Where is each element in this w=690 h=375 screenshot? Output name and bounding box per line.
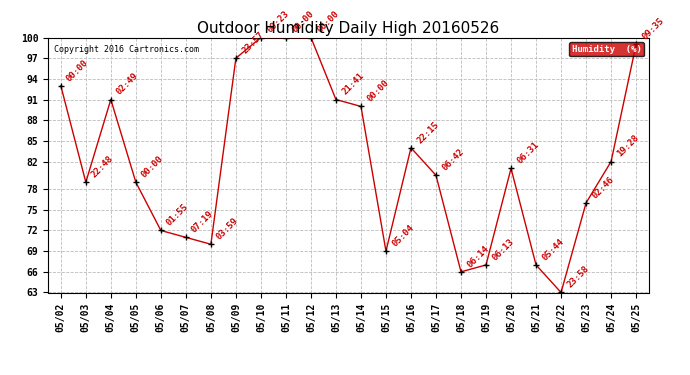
Text: 06:31: 06:31 (515, 140, 540, 166)
Text: 05:04: 05:04 (390, 223, 415, 248)
Legend: Humidity  (%): Humidity (%) (569, 42, 644, 56)
Text: 19:28: 19:28 (615, 134, 640, 159)
Text: 02:46: 02:46 (590, 175, 615, 200)
Text: 03:59: 03:59 (215, 216, 240, 242)
Text: 22:15: 22:15 (415, 120, 440, 145)
Text: 07:19: 07:19 (190, 209, 215, 235)
Text: 00:00: 00:00 (365, 78, 391, 104)
Text: 00:23: 00:23 (265, 9, 290, 35)
Text: 05:44: 05:44 (540, 237, 566, 262)
Text: 22:48: 22:48 (90, 154, 115, 180)
Text: 00:00: 00:00 (65, 58, 90, 83)
Text: 01:55: 01:55 (165, 202, 190, 228)
Text: 21:41: 21:41 (340, 71, 366, 97)
Text: 06:13: 06:13 (490, 237, 515, 262)
Text: 23:57: 23:57 (240, 30, 266, 56)
Text: 00:00: 00:00 (315, 9, 340, 35)
Text: 06:42: 06:42 (440, 147, 466, 172)
Text: 06:14: 06:14 (465, 244, 491, 269)
Text: 00:00: 00:00 (290, 9, 315, 35)
Text: 00:00: 00:00 (140, 154, 166, 180)
Text: 23:58: 23:58 (565, 264, 591, 290)
Text: Copyright 2016 Cartronics.com: Copyright 2016 Cartronics.com (55, 45, 199, 54)
Text: 02:49: 02:49 (115, 71, 140, 97)
Title: Outdoor Humidity Daily High 20160526: Outdoor Humidity Daily High 20160526 (197, 21, 500, 36)
Text: 09:35: 09:35 (640, 16, 666, 42)
